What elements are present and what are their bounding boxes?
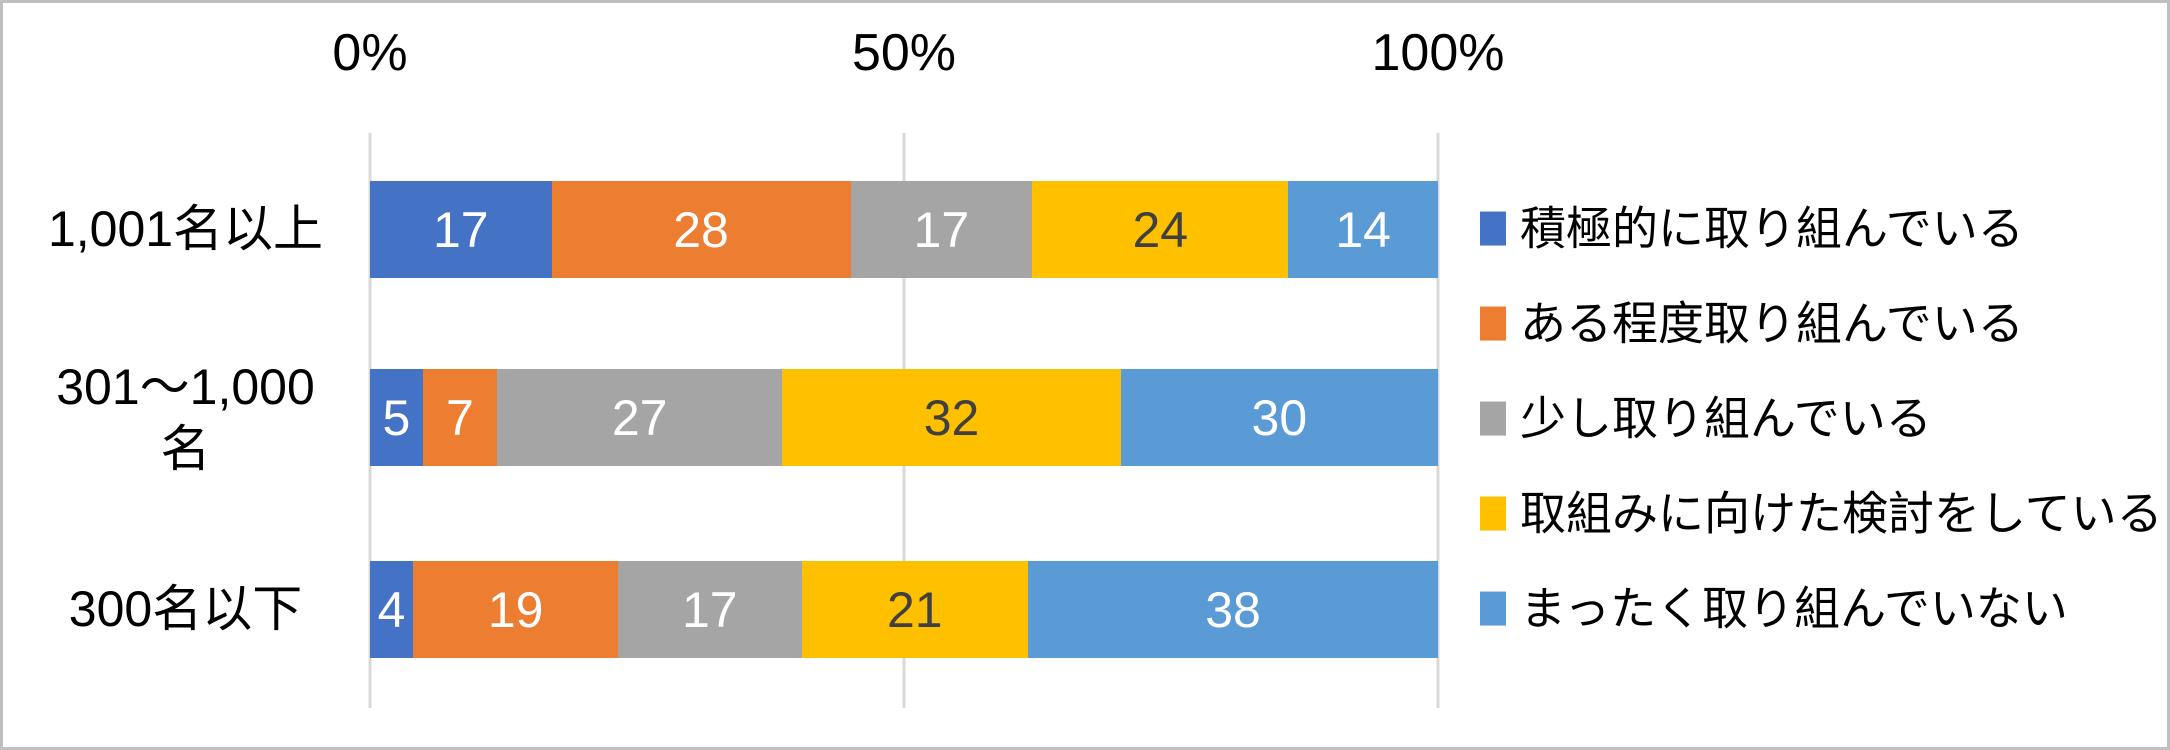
bar-segment: 4 <box>370 561 414 658</box>
legend-item: 積極的に取り組んでいる <box>1480 203 2024 256</box>
data-label: 32 <box>923 389 980 446</box>
legend-label: 取組みに向けた検討をしている <box>1520 487 2163 540</box>
bar-row: 4 19 17 21 38 <box>370 561 1438 658</box>
bar-segment: 14 <box>1288 181 1438 278</box>
data-label: 24 <box>1132 201 1189 258</box>
legend-swatch <box>1480 306 1506 341</box>
category-label-line: 1,001名以上 <box>47 201 324 257</box>
legend-swatch <box>1480 211 1506 246</box>
bar-row: 5 7 27 32 30 <box>370 369 1438 466</box>
bar-segment: 19 <box>413 561 619 658</box>
data-label: 27 <box>611 389 668 446</box>
bar-row: 17 28 17 24 14 <box>370 181 1438 278</box>
bar-segment: 38 <box>1028 561 1438 658</box>
data-label: 17 <box>432 201 489 258</box>
bar-segment: 27 <box>496 369 783 466</box>
category-label-line: 300名以下 <box>68 581 303 637</box>
bar-segment: 17 <box>370 181 552 278</box>
category-label-line: 名 <box>160 421 211 477</box>
data-label: 17 <box>681 581 738 638</box>
legend-label: 少し取り組んでいる <box>1520 392 1932 445</box>
category-label: 300名以下 <box>13 578 358 640</box>
legend-item: まったく取り組んでいない <box>1480 583 2068 636</box>
x-axis-tick-label: 0% <box>332 24 408 82</box>
legend-label: 積極的に取り組んでいる <box>1520 202 2024 255</box>
legend-label: まったく取り組んでいない <box>1520 582 2068 635</box>
legend-item: 取組みに向けた検討をしている <box>1480 488 2163 541</box>
data-label: 7 <box>445 389 474 446</box>
legend-item: 少し取り組んでいる <box>1480 393 1932 446</box>
bar-segment: 32 <box>782 369 1121 466</box>
legend-item: ある程度取り組んでいる <box>1480 298 2024 351</box>
bar-segment: 17 <box>618 561 802 658</box>
gridline <box>1436 133 1440 708</box>
data-label: 21 <box>886 581 943 638</box>
data-label: 30 <box>1251 389 1308 446</box>
category-label: 1,001名以上 <box>13 198 358 260</box>
data-label: 14 <box>1335 201 1391 258</box>
data-label: 17 <box>913 201 970 258</box>
bar-segment: 17 <box>850 181 1033 278</box>
data-label: 28 <box>673 201 729 258</box>
legend-label: ある程度取り組んでいる <box>1520 297 2024 350</box>
plot-area: 17 28 17 24 14 5 7 27 32 30 4 19 17 21 38 <box>368 133 1440 708</box>
category-label-line: 301〜1,000 <box>56 359 315 415</box>
legend-swatch <box>1480 591 1506 626</box>
data-label: 5 <box>382 389 411 446</box>
x-axis-tick-label: 100% <box>1371 24 1505 82</box>
category-label: 301〜1,000 名 <box>13 356 358 480</box>
bar-segment: 5 <box>370 369 423 466</box>
data-label: 4 <box>377 581 406 638</box>
data-label: 38 <box>1205 581 1261 638</box>
data-label: 19 <box>487 581 544 638</box>
legend-swatch <box>1480 496 1506 531</box>
bar-segment: 7 <box>422 369 497 466</box>
x-axis-tick-label: 50% <box>851 24 957 82</box>
bar-segment: 30 <box>1120 369 1438 466</box>
bar-segment: 28 <box>551 181 851 278</box>
bar-segment: 21 <box>801 561 1029 658</box>
bar-segment: 24 <box>1032 181 1289 278</box>
legend-swatch <box>1480 401 1506 436</box>
